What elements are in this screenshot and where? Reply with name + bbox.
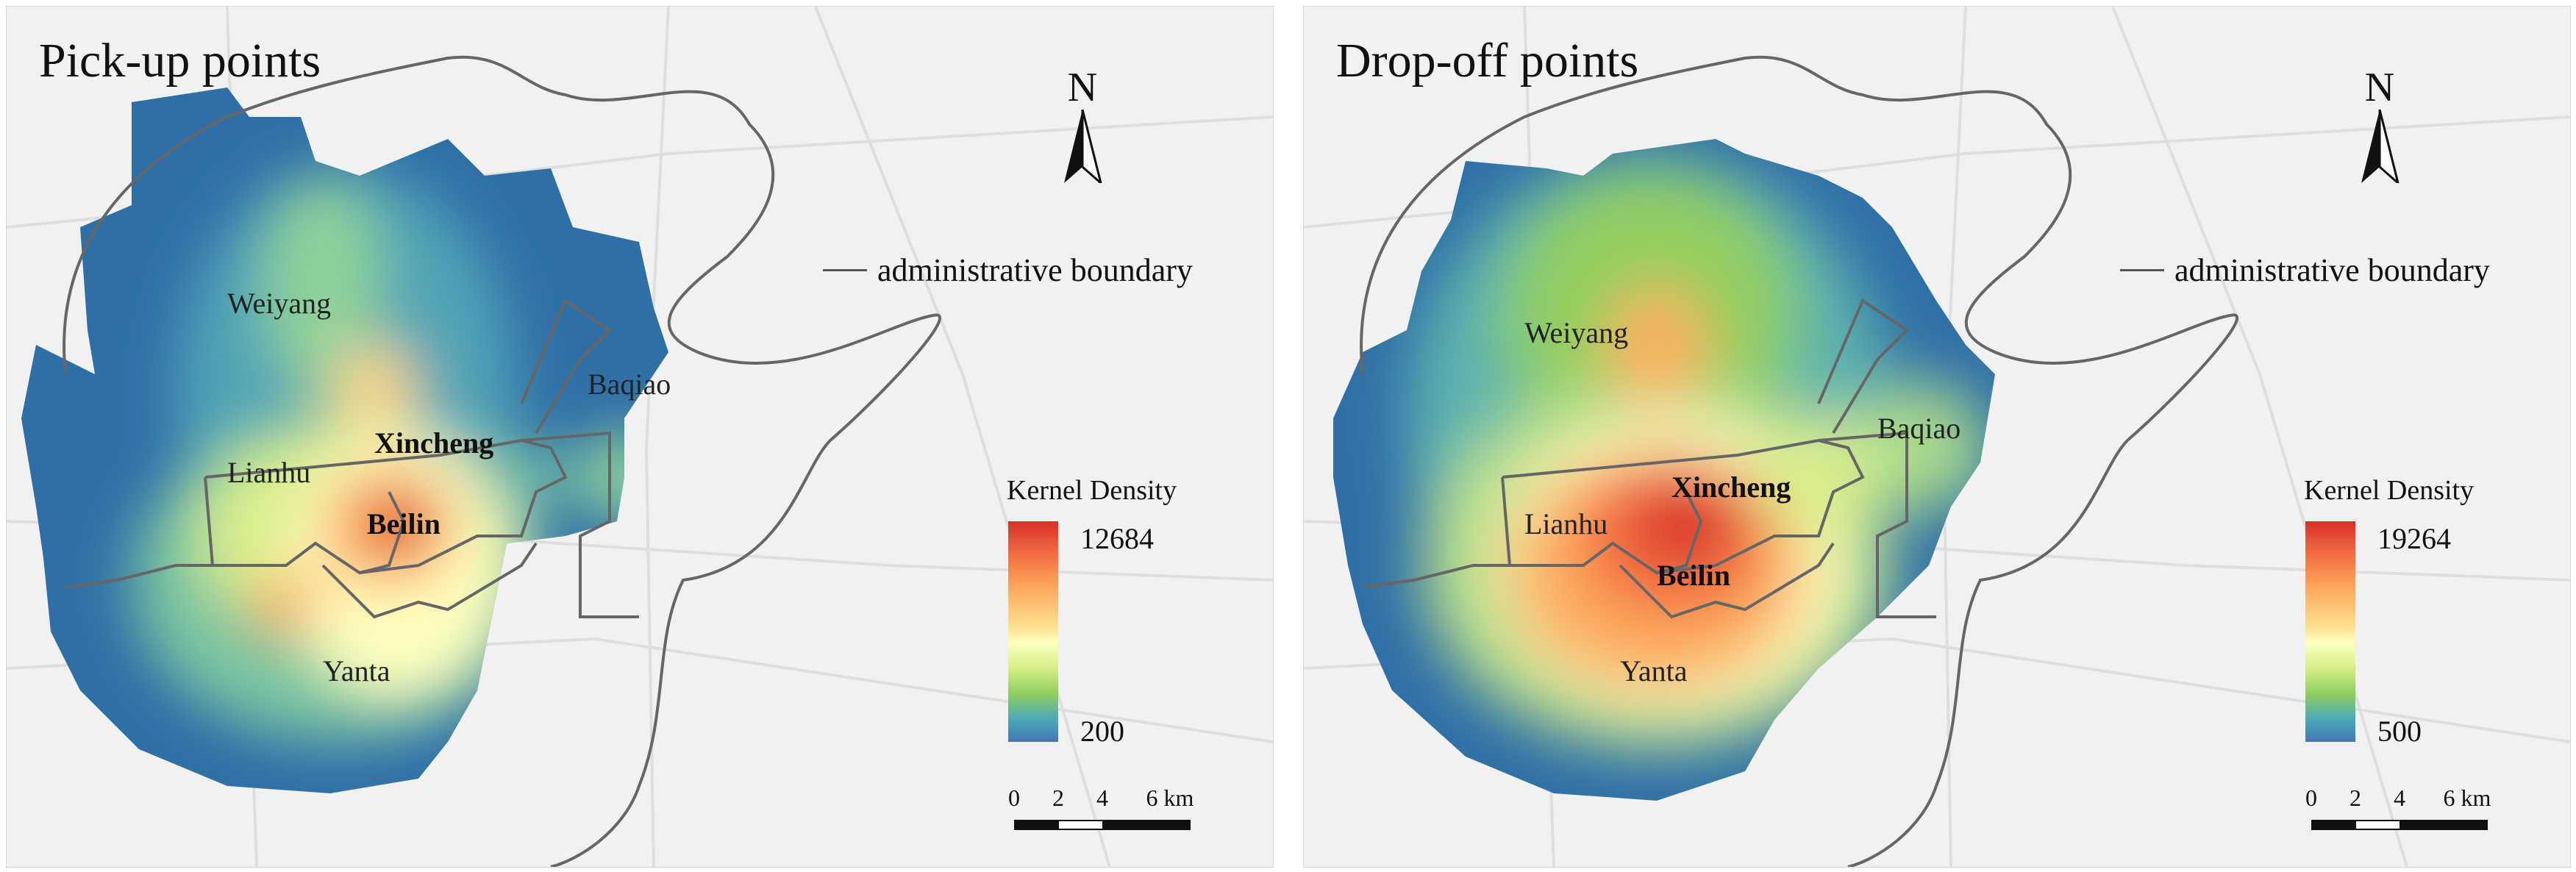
district-label-lianhu: Lianhu (1524, 507, 1608, 540)
legend-title: Kernel Density (2304, 475, 2475, 506)
district-label-weiyang: Weiyang (1524, 316, 1629, 349)
density-map (7, 7, 1273, 867)
administrative-boundaries (63, 55, 942, 867)
legend-min-value: 200 (1080, 715, 1124, 748)
legend-max-value: 19264 (2377, 522, 2451, 555)
boundary-line-swatch (823, 268, 867, 271)
scale-tick: 0 (2305, 785, 2317, 811)
scale-tick: 6 km (1146, 785, 1194, 811)
scale-tick: 2 (2350, 785, 2361, 811)
district-label-beilin: Beilin (1657, 559, 1731, 592)
kernel-density-surface (1333, 139, 1995, 801)
district-label-xincheng: Xincheng (1671, 471, 1791, 504)
boundary-legend-label: administrative boundary (877, 251, 1193, 288)
scale-tick: 0 (1008, 785, 1020, 811)
scale-bar: 0 2 4 6 km (1008, 785, 1220, 836)
district-label-yanta: Yanta (1620, 654, 1688, 687)
district-label-weiyang: Weiyang (227, 287, 332, 320)
scale-tick: 2 (1052, 785, 1064, 811)
map-panel-pickup: Pick-up points N administrative boundary… (6, 6, 1274, 868)
north-arrow-icon (2361, 110, 2400, 183)
district-label-xincheng: Xincheng (374, 426, 494, 460)
boundary-line-swatch (2120, 268, 2164, 271)
north-label: N (2364, 65, 2395, 110)
north-label: N (1067, 65, 1098, 110)
district-label-baqiao: Baqiao (1877, 412, 1961, 445)
north-arrow: N (1049, 65, 1116, 190)
legend-min-value: 500 (2377, 715, 2422, 748)
legend-title: Kernel Density (1007, 475, 1177, 506)
density-map (1304, 7, 2570, 867)
district-label-yanta: Yanta (323, 654, 390, 687)
north-arrow: N (2347, 65, 2413, 190)
district-label-beilin: Beilin (367, 507, 441, 540)
scale-bar-graphic (1014, 820, 1191, 830)
boundary-legend-label: administrative boundary (2174, 251, 2490, 288)
panel-title: Drop-off points (1336, 34, 1639, 87)
boundary-legend: administrative boundary (2120, 248, 2490, 292)
scale-tick: 4 (1096, 785, 1108, 811)
density-color-ramp (2305, 521, 2355, 742)
scale-bar-graphic (2311, 820, 2488, 830)
legend-max-value: 12684 (1080, 522, 1154, 555)
scale-tick: 4 (2394, 785, 2405, 811)
map-panel-dropoff: Drop-off points N administrative boundar… (1303, 6, 2571, 868)
district-label-lianhu: Lianhu (227, 456, 311, 489)
administrative-boundaries (1360, 55, 2239, 867)
north-arrow-icon (1064, 110, 1102, 183)
boundary-legend: administrative boundary (823, 248, 1193, 292)
panel-title: Pick-up points (39, 34, 321, 87)
district-label-baqiao: Baqiao (588, 368, 671, 401)
scale-bar: 0 2 4 6 km (2305, 785, 2517, 836)
scale-tick: 6 km (2443, 785, 2491, 811)
density-color-ramp (1008, 521, 1058, 742)
